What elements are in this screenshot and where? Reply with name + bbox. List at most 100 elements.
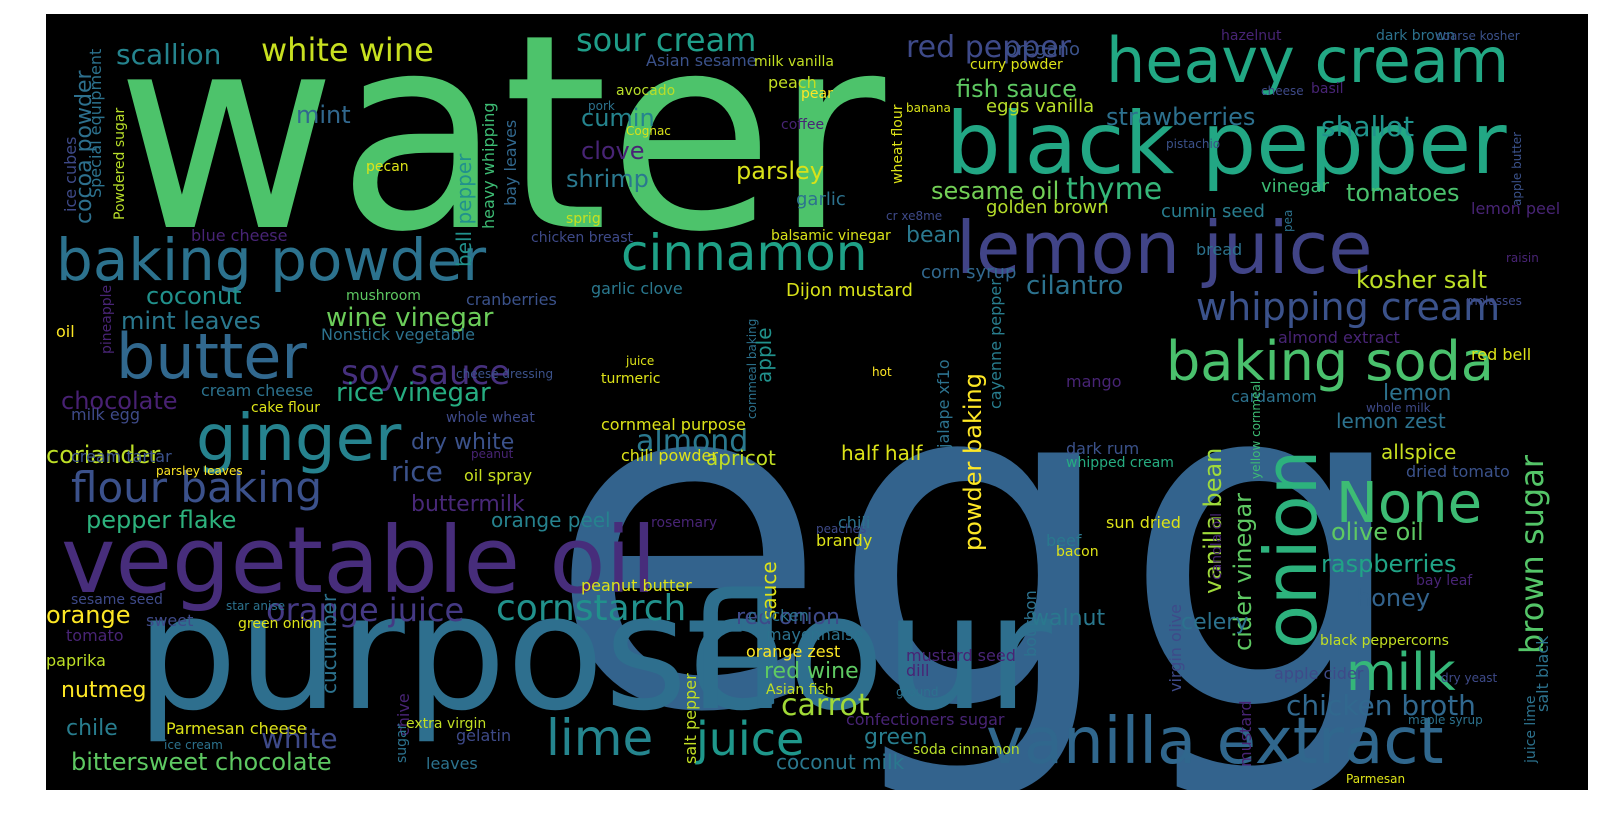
- word: shrimp: [566, 165, 649, 193]
- word: vanilla bean: [1199, 448, 1227, 594]
- word: rosemary: [651, 515, 717, 531]
- word: dill: [906, 661, 930, 680]
- word: pear: [801, 86, 833, 102]
- word: avocado: [616, 83, 675, 99]
- word: purpose: [136, 559, 786, 746]
- word: chili: [838, 513, 870, 532]
- word: cucumber: [317, 593, 341, 694]
- word: juice: [695, 712, 804, 766]
- word: dark rum: [1066, 439, 1139, 458]
- word: vinegar: [1261, 176, 1330, 197]
- word: chicken breast: [531, 230, 634, 246]
- word: cider vinegar: [1229, 493, 1257, 651]
- word: Asian fish: [766, 682, 834, 698]
- word: chocolate: [61, 387, 178, 415]
- word: jalape xf1o: [934, 359, 953, 449]
- word: carrot: [781, 688, 870, 723]
- word: sesame oil: [931, 177, 1059, 205]
- word: pistachio: [1166, 137, 1220, 151]
- word: sour cream: [576, 21, 756, 59]
- word: onion: [1249, 450, 1333, 649]
- word: raspberries: [1321, 550, 1457, 578]
- word: cream cheese: [201, 381, 313, 400]
- word: cumin: [581, 104, 655, 132]
- word: oregano: [1006, 39, 1080, 60]
- word: banana: [906, 101, 951, 115]
- word: nutmeg: [61, 678, 146, 703]
- word: ice cubes: [61, 137, 80, 212]
- word: cream tartar: [71, 447, 172, 466]
- word: golden brown: [986, 197, 1109, 218]
- word: corn syrup: [921, 262, 1016, 283]
- word: eggs vanilla: [986, 96, 1094, 117]
- word: lemon: [1383, 381, 1451, 406]
- word: coarse kosher: [1436, 29, 1520, 43]
- word: None: [1336, 471, 1482, 536]
- word: salt pepper: [681, 673, 700, 764]
- word: cake flour: [251, 400, 320, 416]
- word: almond extract: [1278, 328, 1400, 347]
- word: water: [116, 14, 888, 291]
- word: parsley: [736, 157, 824, 185]
- word: bell pepper: [452, 153, 476, 267]
- word: brandy: [816, 531, 872, 550]
- word: peach: [768, 73, 817, 92]
- word: allspice: [1381, 440, 1456, 464]
- word: gelatin: [456, 726, 511, 745]
- word: cornstarch: [496, 588, 686, 629]
- word: lemon peel: [1471, 199, 1560, 218]
- word: peanut butter: [581, 576, 692, 595]
- word: beef: [1046, 531, 1082, 550]
- word: whipped cream: [1066, 455, 1174, 471]
- word: pork: [588, 99, 615, 113]
- word: green onion: [238, 616, 322, 632]
- word: rice: [391, 455, 443, 488]
- word: star anise: [226, 599, 285, 613]
- word: molasses: [1466, 294, 1522, 308]
- word: cocoa powder: [72, 69, 97, 224]
- word: bay leaf: [1416, 573, 1473, 589]
- word: juice lime: [1523, 696, 1539, 764]
- word: black peppercorns: [1320, 633, 1449, 649]
- word: leaves: [426, 754, 478, 773]
- word: chive: [394, 693, 413, 736]
- word: lime: [546, 709, 653, 767]
- word: cumin seed: [1161, 201, 1265, 222]
- word: vegetable oil: [61, 507, 657, 614]
- word: confectioners sugar: [846, 710, 1005, 729]
- word: basil: [1311, 81, 1344, 97]
- word: sprig: [566, 211, 601, 227]
- word: chicken: [748, 606, 809, 625]
- word: oil: [56, 322, 75, 341]
- word: rice vinegar: [336, 378, 491, 408]
- word: milk egg: [71, 405, 140, 424]
- word: pea: [1281, 210, 1295, 232]
- word: buttermilk: [411, 492, 525, 517]
- word: bean: [906, 223, 961, 248]
- word: pepper flake: [86, 506, 236, 534]
- word: vanilla extract: [986, 705, 1444, 779]
- word: apple cider: [1274, 664, 1364, 683]
- word: coconut milk: [776, 750, 905, 774]
- word: red pepper: [906, 30, 1072, 65]
- word: ginger: [196, 402, 402, 476]
- word: Cognac: [626, 124, 671, 138]
- word: maple syrup: [1408, 713, 1483, 727]
- word: garlic: [796, 189, 846, 210]
- word: chile: [66, 716, 118, 741]
- word: dried tomato: [1406, 462, 1510, 481]
- word: peanut: [471, 447, 514, 461]
- word: milk: [1346, 643, 1456, 703]
- word: turmeric: [601, 371, 660, 387]
- word: Parmesan: [1346, 772, 1405, 786]
- word: garlic clove: [591, 279, 683, 298]
- word: Asian sesame: [646, 51, 757, 70]
- word: green: [864, 725, 928, 750]
- word: pineapple: [99, 285, 115, 354]
- word: mayonnaise: [766, 625, 863, 644]
- word: half half: [841, 441, 923, 465]
- word: red wine: [764, 659, 859, 684]
- word: mango: [1066, 372, 1121, 391]
- word: wheat flour: [890, 104, 906, 184]
- word: egg: [546, 278, 1413, 790]
